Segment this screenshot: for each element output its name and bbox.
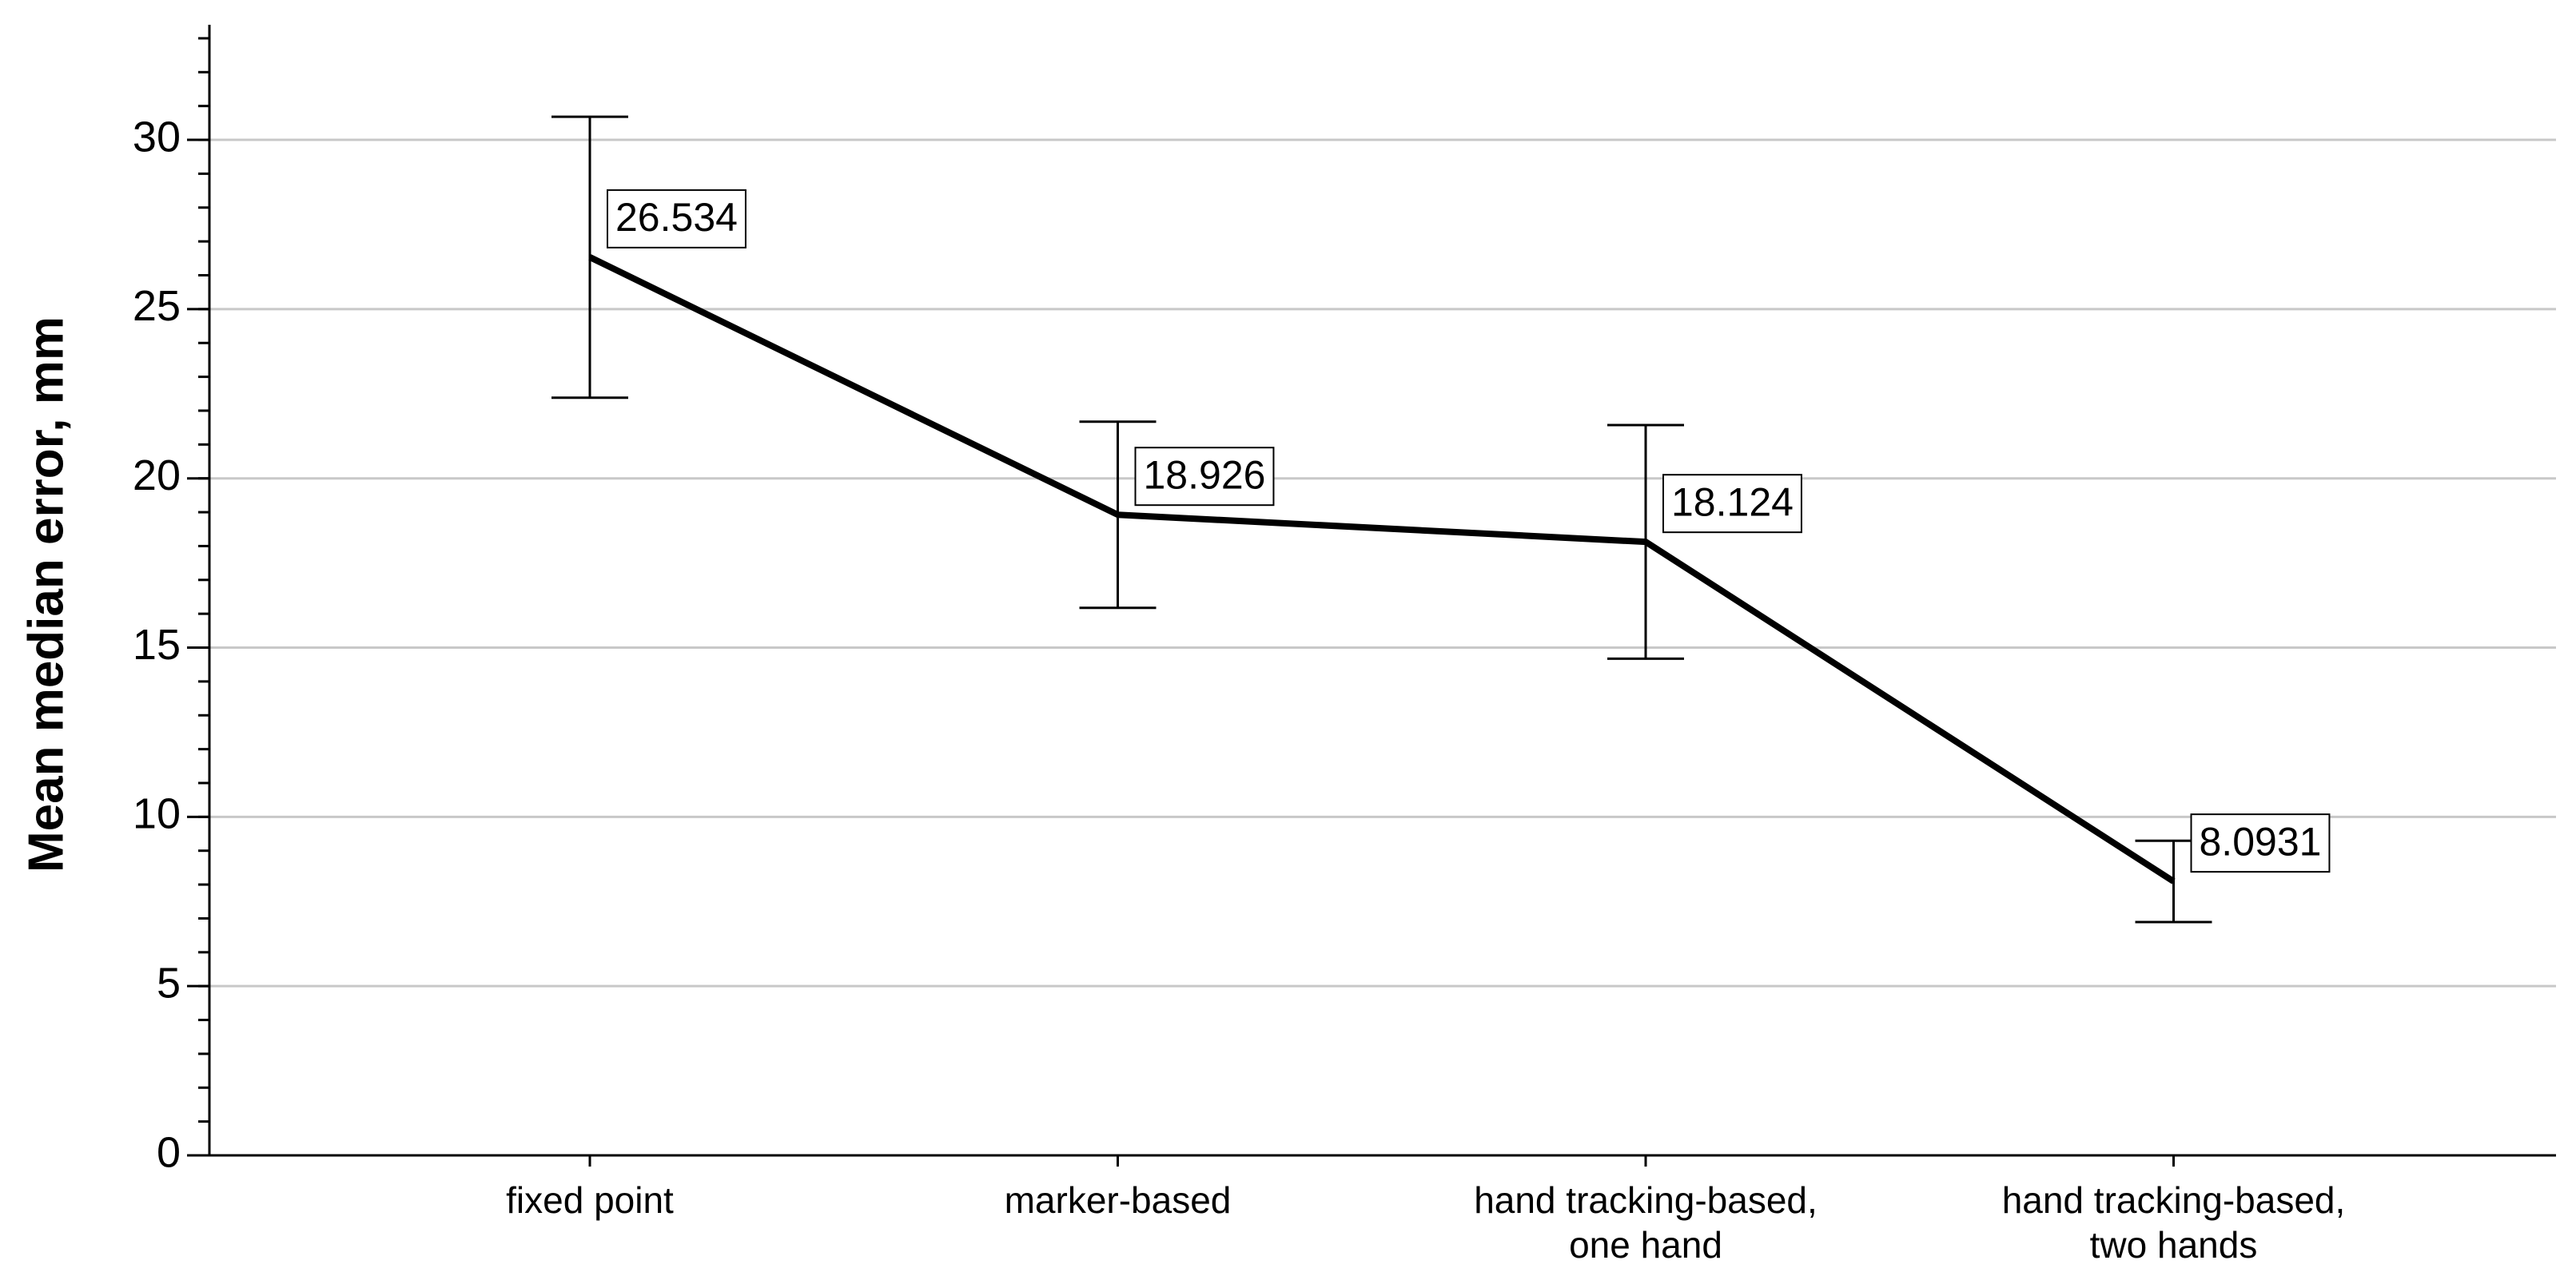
value-label-box xyxy=(607,189,747,248)
x-tick-label: marker-based xyxy=(1005,1179,1232,1221)
x-tick-label: one hand xyxy=(1569,1224,1722,1266)
y-tick-label: 30 xyxy=(133,113,181,161)
y-tick-label: 5 xyxy=(157,959,181,1007)
x-tick-label: two hands xyxy=(2090,1224,2258,1266)
value-label: 26.534 xyxy=(615,195,738,240)
y-tick-label: 20 xyxy=(133,451,181,499)
value-label-box xyxy=(1134,447,1275,507)
value-label-box xyxy=(1662,474,1802,534)
x-tick-label: hand tracking-based, xyxy=(2002,1179,2346,1221)
y-tick-label: 10 xyxy=(133,790,181,838)
line xyxy=(588,254,2176,885)
x-tick-label: hand tracking-based, xyxy=(1474,1179,1818,1221)
value-label-box xyxy=(2190,813,2331,873)
y-tick-label: 25 xyxy=(133,282,181,330)
value-label: 8.0931 xyxy=(2200,819,2322,864)
y-tick-label: 15 xyxy=(133,621,181,669)
y-tick-label: 0 xyxy=(157,1128,181,1176)
value-label: 18.124 xyxy=(1671,479,1794,524)
value-label: 18.926 xyxy=(1144,452,1266,497)
y-axis-label: Mean median error, mm xyxy=(18,316,74,873)
x-tick-label: fixed point xyxy=(506,1179,674,1221)
